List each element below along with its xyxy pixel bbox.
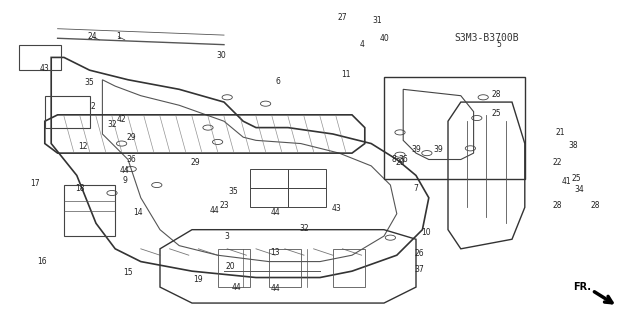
Text: FR.: FR. [573, 282, 591, 292]
Bar [19, 45, 61, 70]
Text: 25: 25 [491, 109, 501, 118]
Text: 25: 25 [571, 174, 581, 183]
Text: 43: 43 [331, 204, 341, 213]
Text: 36: 36 [126, 155, 136, 164]
Text: 27: 27 [337, 13, 348, 22]
Text: 28: 28 [552, 201, 561, 210]
Text: 39: 39 [411, 145, 421, 154]
Text: 18: 18 [76, 184, 84, 193]
Text: 21: 21 [556, 128, 564, 137]
Text: 6: 6 [276, 77, 281, 86]
Text: 32: 32 [299, 224, 309, 233]
Text: 32: 32 [107, 120, 117, 129]
Text: 29: 29 [395, 158, 405, 167]
Text: 15: 15 [123, 268, 133, 277]
Text: 22: 22 [552, 158, 561, 167]
Text: 37: 37 [414, 265, 424, 274]
Text: 44: 44 [270, 284, 280, 293]
Text: 43: 43 [40, 64, 50, 73]
Text: 1: 1 [116, 32, 121, 41]
Text: 3: 3 [225, 232, 230, 241]
Text: 35: 35 [84, 78, 95, 87]
Text: 29: 29 [190, 158, 200, 167]
Text: 5: 5 [497, 40, 502, 49]
Text: 17: 17 [30, 179, 40, 188]
Text: 42: 42 [116, 115, 127, 124]
Text: 20: 20 [225, 262, 236, 271]
Text: 30: 30 [216, 51, 226, 60]
Text: 36: 36 [398, 155, 408, 164]
Text: 7: 7 [413, 184, 419, 193]
Text: 9: 9 [122, 176, 127, 185]
Text: 41: 41 [561, 177, 572, 186]
Text: 8: 8 [391, 155, 396, 164]
Text: 10: 10 [420, 228, 431, 237]
Text: 16: 16 [36, 257, 47, 266]
Text: 11: 11 [341, 70, 350, 79]
Text: 26: 26 [414, 249, 424, 258]
Text: 39: 39 [433, 145, 444, 154]
Text: 14: 14 [132, 208, 143, 217]
Text: 24: 24 [88, 32, 98, 41]
Text: 44: 44 [270, 208, 280, 217]
Text: 19: 19 [193, 275, 204, 284]
Text: 12: 12 [79, 142, 88, 151]
Text: 44: 44 [120, 166, 130, 175]
Text: 34: 34 [574, 185, 584, 194]
Text: 31: 31 [372, 16, 383, 25]
Text: 29: 29 [126, 133, 136, 142]
Text: 28: 28 [492, 90, 500, 99]
Text: 40: 40 [379, 34, 389, 43]
Text: 23: 23 [219, 201, 229, 210]
Text: 4: 4 [359, 40, 364, 49]
Text: 35: 35 [228, 187, 239, 196]
Text: 44: 44 [209, 206, 220, 215]
Text: 13: 13 [270, 248, 280, 256]
Text: 38: 38 [568, 141, 578, 150]
Text: 28: 28 [591, 201, 600, 210]
Text: 44: 44 [232, 283, 242, 292]
Text: 2: 2 [90, 102, 95, 111]
Bar [384, 77, 525, 179]
Text: S3M3-B3700B: S3M3-B3700B [454, 33, 518, 43]
